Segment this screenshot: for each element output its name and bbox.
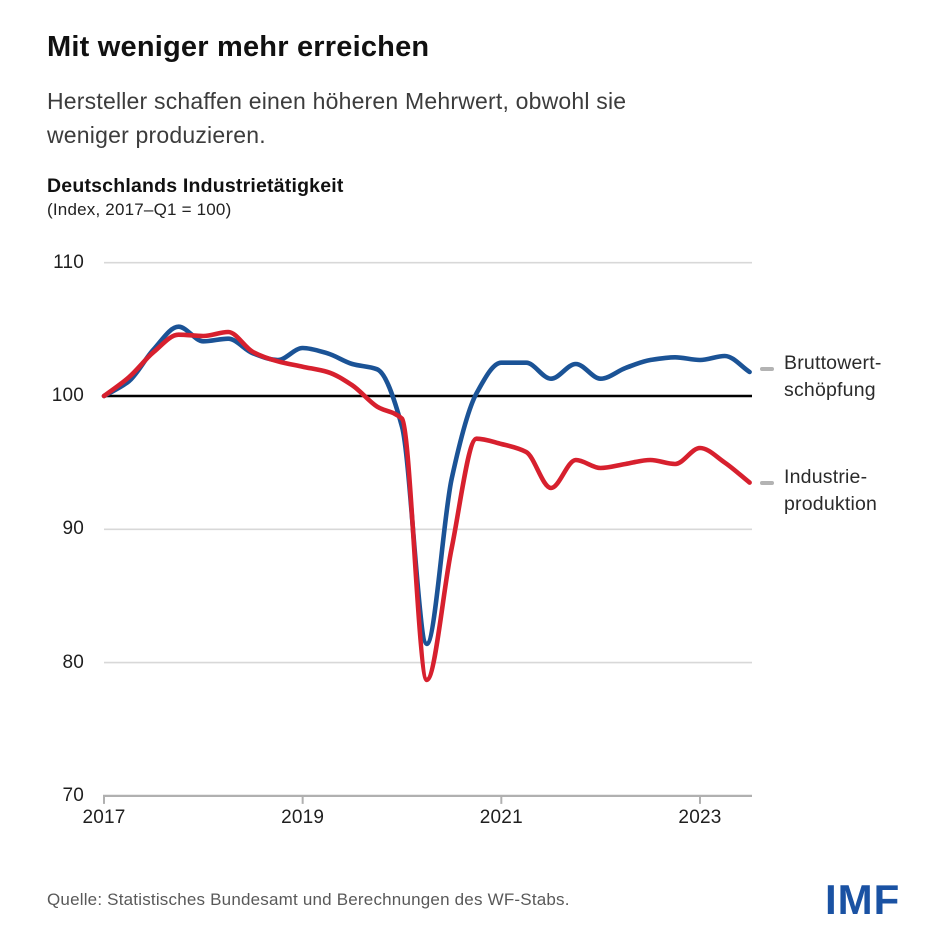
y-tick-label-70: 70	[62, 784, 84, 806]
y-tick-label-90: 90	[62, 518, 84, 540]
legend-dash-industrieproduktion	[760, 481, 774, 485]
subtitle: Hersteller schaffen einen höheren Mehrwe…	[47, 84, 626, 152]
page-title: Mit weniger mehr erreichen	[47, 31, 430, 63]
legend-label-line: Bruttowert-	[784, 352, 882, 374]
legend-label-line: produktion	[784, 493, 878, 515]
series-line-industrieproduktion	[101, 329, 752, 683]
chart-title: Deutschlands Industrietätigkeit	[47, 175, 344, 197]
source-note: Quelle: Statistisches Bundesamt und Bere…	[47, 890, 570, 909]
legend-label-line: Industrie-	[784, 466, 868, 488]
subtitle-line-1: Hersteller schaffen einen höheren Mehrwe…	[47, 88, 627, 114]
x-tick-label-2017: 2017	[82, 807, 126, 828]
x-tick-label-2021: 2021	[479, 807, 523, 828]
chart-unit: (Index, 2017–Q1 = 100)	[47, 200, 232, 219]
y-tick-label-80: 80	[62, 651, 84, 673]
series-line-bruttowertschöpfung	[101, 324, 752, 647]
legend-item-industrieproduktion: Industrie- produktion	[784, 464, 877, 518]
legend-dash-bruttowertschoepfung	[760, 367, 774, 371]
y-tick-label-100: 100	[51, 385, 84, 406]
x-tick-label-2023: 2023	[678, 807, 722, 828]
legend-label-line: schöpfung	[784, 379, 876, 401]
imf-logo: IMF	[825, 876, 901, 923]
subtitle-line-2: weniger produzieren.	[47, 122, 266, 148]
legend-item-bruttowertschoepfung: Bruttowert- schöpfung	[784, 350, 882, 404]
x-tick-label-2019: 2019	[281, 807, 325, 828]
y-tick-label-110: 110	[53, 251, 84, 273]
